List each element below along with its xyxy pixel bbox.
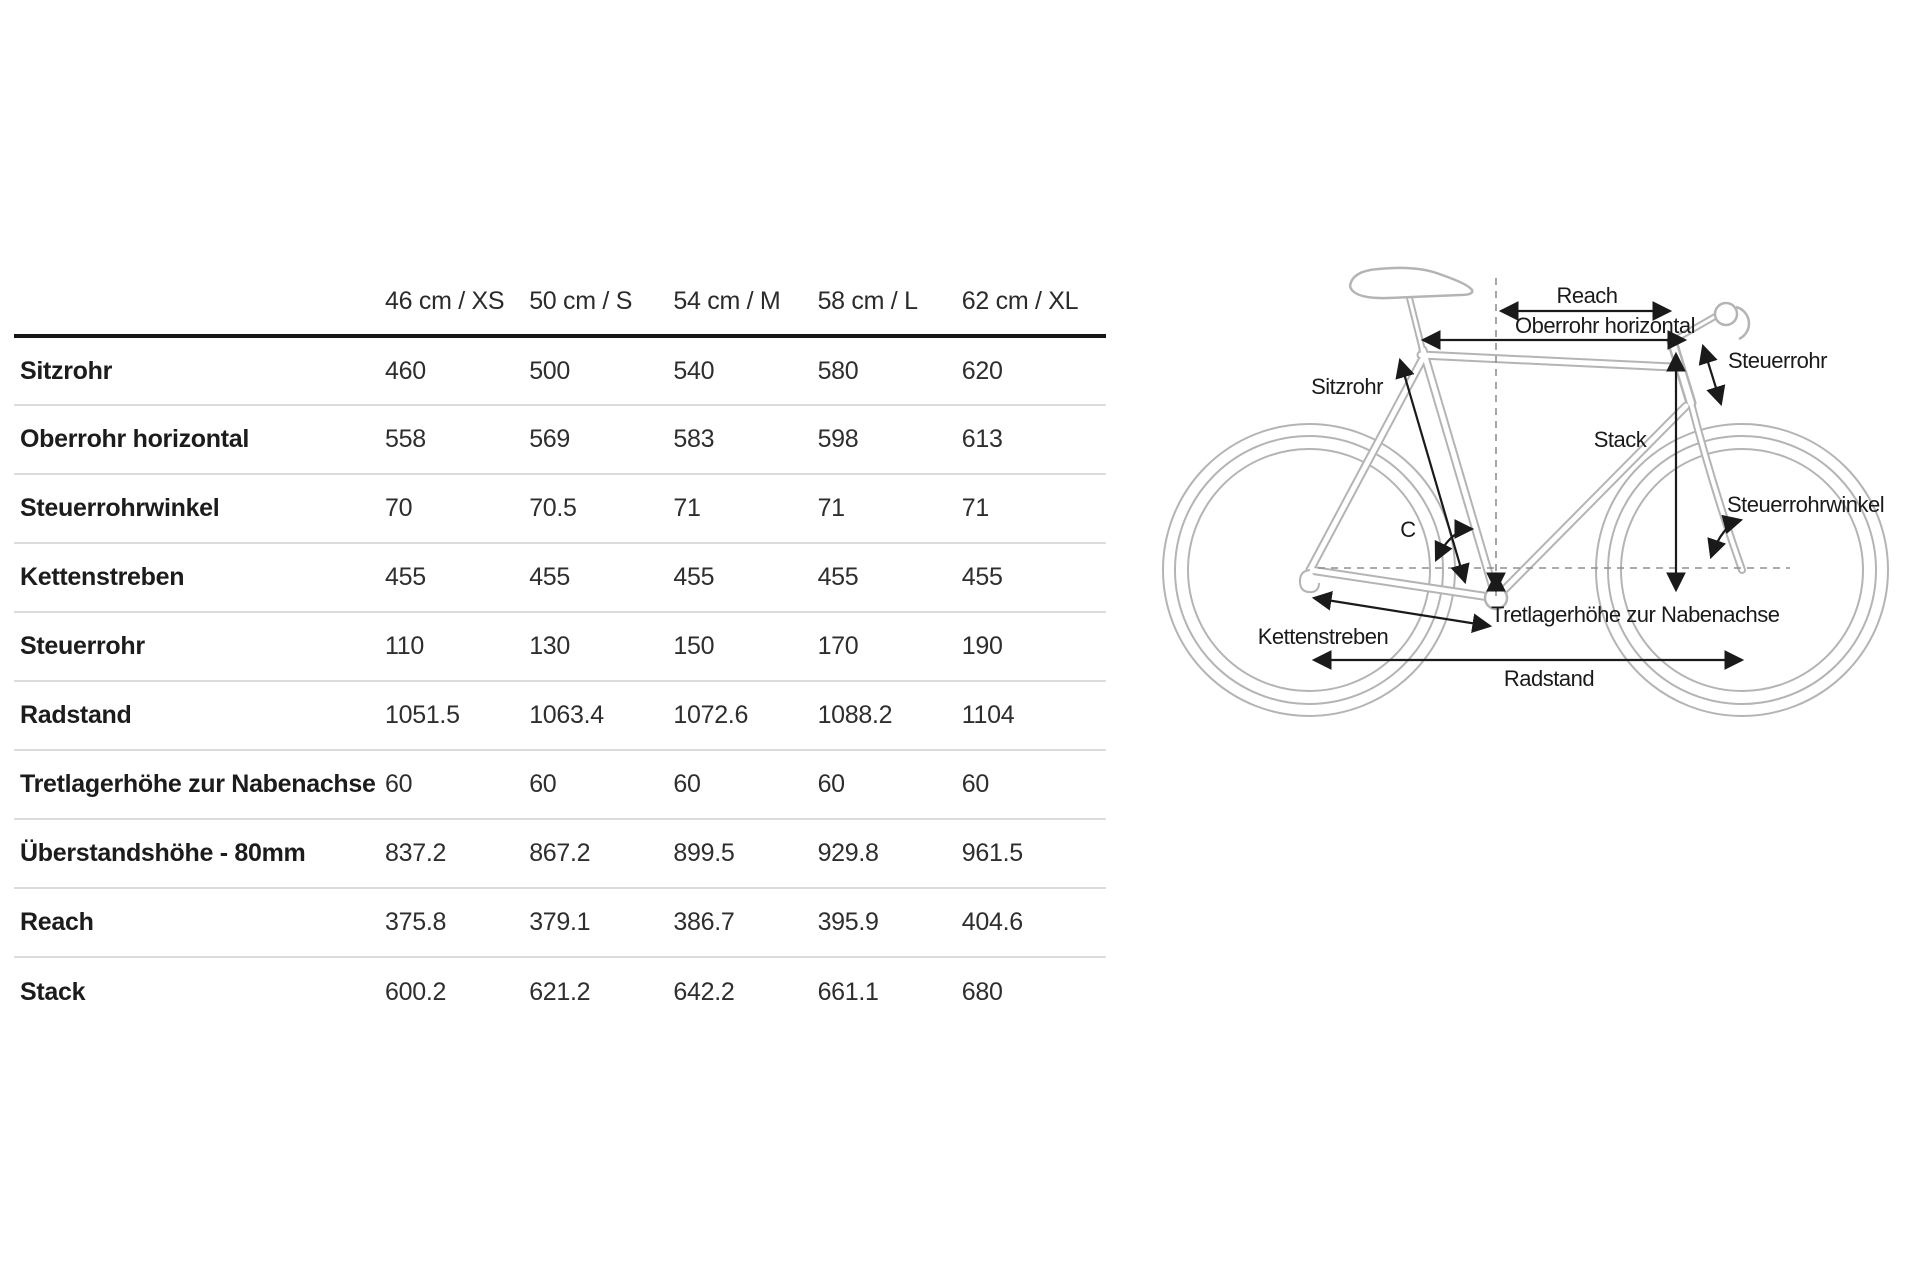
table-row: Tretlagerhöhe zur Nabenachse 60 60 60 60… [14,750,1106,819]
diagram-label-seat-angle: C [1400,517,1416,542]
cell: 60 [529,770,557,798]
cell: 170 [817,632,859,660]
cell: 60 [385,770,413,798]
size-header-xl: 62 cm / XL [961,268,1106,338]
front-wheel [1595,423,1889,717]
cell: 71 [817,494,846,522]
cell: 60 [817,770,846,798]
rear-dropout [1298,569,1320,594]
cell: 613 [961,425,1003,453]
cell: 540 [673,356,715,385]
row-label: Kettenstreben [20,563,185,591]
kettenstreben-arrow [1311,590,1493,634]
cell: 867.2 [529,839,591,867]
cell: 558 [385,425,426,453]
cell: 404.6 [961,908,1023,936]
cell: 70 [385,494,413,522]
cell: 70.5 [529,494,577,522]
cell: 190 [961,632,1003,660]
geometry-table: 46 cm / XS 50 cm / S 54 cm / M 58 cm / L… [14,268,1106,1026]
cell: 929.8 [817,839,879,867]
cell: 455 [529,563,571,591]
row-label: Steuerrohrwinkel [20,494,220,522]
row-label: Oberrohr horizontal [20,425,250,453]
cell: 580 [817,356,859,385]
cell: 1088.2 [817,701,893,729]
size-header-m: 54 cm / M [673,268,818,338]
cell: 680 [961,977,1003,1006]
row-label: Tretlagerhöhe zur Nabenachse [20,770,376,798]
table-row: Stack 600.2 621.2 642.2 661.1 680 [14,957,1106,1026]
cell: 60 [961,770,990,798]
table-row: Sitzrohr 460 500 540 580 620 [14,336,1106,405]
table-row: Kettenstreben 455 455 455 455 455 [14,543,1106,612]
cell: 110 [385,632,424,660]
table-row: Reach 375.8 379.1 386.7 395.9 404.6 [14,888,1106,957]
cell: 837.2 [385,839,447,867]
handlebar [1713,301,1739,327]
empty-header-cell [14,268,386,338]
cell: 455 [673,563,715,591]
cell: 600.2 [385,977,447,1006]
cell: 598 [817,425,859,453]
cell: 1051.5 [385,701,460,729]
diagram-label-reach: Reach [1556,283,1617,308]
saddle [1348,266,1474,300]
dimension-arrows [1311,301,1745,670]
table-row: Überstandshöhe - 80mm 837.2 867.2 899.5 … [14,819,1106,888]
cell: 961.5 [961,839,1023,867]
cell: 395.9 [817,908,879,936]
size-header-xs: 46 cm / XS [385,268,530,338]
cell: 642.2 [673,977,735,1006]
cell: 1063.4 [529,701,604,729]
table-row: Steuerrohrwinkel 70 70.5 71 71 71 [14,474,1106,543]
cell: 661.1 [817,977,879,1006]
cell: 455 [961,563,1003,591]
cell: 583 [673,425,715,453]
size-header-row: 46 cm / XS 50 cm / S 54 cm / M 58 cm / L… [14,268,1106,338]
table-row: Oberrohr horizontal 558 569 583 598 613 [14,405,1106,474]
cell: 899.5 [673,839,735,867]
cell: 375.8 [385,908,447,936]
bike-geometry-diagram: Reach Oberrohr horizontal Steuerrohr Sit… [1162,266,1889,717]
cell: 386.7 [673,908,735,936]
row-label: Steuerrohr [20,632,145,660]
cell: 500 [529,356,571,385]
steuerrohr-arrow [1698,343,1726,407]
seat-angle-arc [1434,519,1475,562]
size-header-s: 50 cm / S [529,268,674,338]
row-label: Radstand [20,701,132,729]
cell: 621.2 [529,977,591,1006]
diagram-label-stack: Stack [1594,427,1648,452]
size-header-l: 58 cm / L [817,268,962,338]
table-row: Steuerrohr 110 130 150 170 190 [14,612,1106,681]
cell: 620 [961,356,1003,385]
cell: 71 [673,494,701,522]
diagram-label-sitzrohr: Sitzrohr [1311,374,1383,399]
cell: 569 [529,425,571,453]
cell: 130 [529,632,571,660]
cell: 455 [817,563,859,591]
cell: 455 [385,563,426,591]
diagram-label-steuerrohrwinkel: Steuerrohrwinkel [1727,492,1884,517]
row-label: Überstandshöhe - 80mm [20,839,306,867]
cell: 150 [673,632,715,660]
diagram-label-radstand: Radstand [1504,666,1594,691]
table-row: Radstand 1051.5 1063.4 1072.6 1088.2 110… [14,681,1106,750]
diagram-label-tretlagerhoehe: Tretlagerhöhe zur Nabenachse [1491,602,1780,627]
cell: 60 [673,770,701,798]
cell: 71 [961,494,990,522]
diagram-label-kettenstreben: Kettenstreben [1258,624,1388,649]
row-label: Sitzrohr [20,356,113,385]
diagram-label-steuerrohr: Steuerrohr [1728,348,1827,373]
head-angle-arc [1707,514,1744,560]
row-label: Reach [20,908,94,936]
cell: 379.1 [529,908,591,936]
cell: 460 [385,356,426,385]
diagram-label-oberrohr: Oberrohr horizontal [1515,313,1695,338]
cell: 1104 [961,701,1015,729]
diagram-labels: Reach Oberrohr horizontal Steuerrohr Sit… [1258,283,1885,691]
row-label: Stack [20,977,86,1006]
cell: 1072.6 [673,701,749,729]
